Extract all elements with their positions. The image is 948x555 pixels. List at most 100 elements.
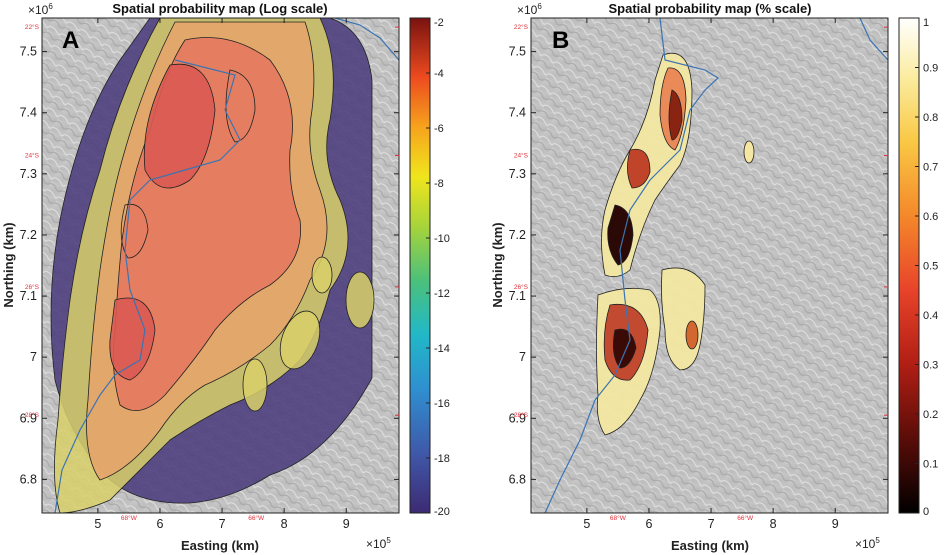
panel-b-border-line <box>544 18 719 513</box>
panel-b-blob-east-core <box>685 320 699 350</box>
panel-a: Spatial probability map (Log scale) A 6.… <box>1 1 450 553</box>
y-tick-label: 6.8 <box>509 472 526 486</box>
y-tick-label: 7.2 <box>20 228 37 242</box>
panel-a-title: Spatial probability map (Log scale) <box>112 1 327 16</box>
colorbar-tick-label: 0.3 <box>923 360 938 372</box>
latitude-label: 26°S <box>514 283 529 291</box>
panel-a-core-2 <box>109 297 156 381</box>
panel-a-y-axis: 6.8 6.9 7 7.1 7.2 7.3 7.4 7.5 <box>20 45 399 486</box>
longitude-label: 68°W <box>610 514 627 522</box>
panel-b-xlabel: Easting (km) <box>671 538 749 553</box>
panel-a-x-exponent: ×105 <box>366 536 391 551</box>
panel-a-x-axis: 5 6 7 8 9 <box>94 18 350 531</box>
colorbar-tick-label: -16 <box>434 398 450 410</box>
x-tick-label: 5 <box>94 517 101 531</box>
longitude-label: 68°W <box>121 514 138 522</box>
x-tick-label: 7 <box>219 517 226 531</box>
longitude-label: 66°W <box>248 514 265 522</box>
panel-a-core-4 <box>225 69 256 143</box>
colorbar-tick-label: 0 <box>923 506 929 518</box>
panel-b-x-axis: 5 6 7 8 9 <box>583 18 839 531</box>
panel-b-blob-mid-inner <box>627 148 651 189</box>
colorbar-tick-label: -4 <box>434 68 444 80</box>
x-tick-label: 6 <box>156 517 163 531</box>
panel-b-graticule-labels: 22°S 24°S 26°S 28°S 68°W 66°W <box>514 23 888 522</box>
panel-b-letter: B <box>552 27 569 54</box>
latitude-label: 22°S <box>25 23 40 31</box>
x-tick-label: 7 <box>708 517 715 531</box>
y-tick-label: 7.5 <box>20 45 37 59</box>
latitude-label: 28°S <box>514 411 529 419</box>
latitude-label: 22°S <box>514 23 529 31</box>
latitude-label: 28°S <box>25 411 40 419</box>
panel-a-satellite-3 <box>242 358 268 412</box>
panel-a-satellite-4 <box>345 271 375 329</box>
x-tick-label: 8 <box>770 517 777 531</box>
x-tick-label: 9 <box>832 517 839 531</box>
panel-a-satellite-2 <box>279 310 321 370</box>
y-tick-label: 6.8 <box>20 472 37 486</box>
panel-b-blob-north-core <box>668 89 683 141</box>
panel-a-satellite-1 <box>311 256 333 294</box>
panel-b-y-axis: 6.8 6.9 7 7.1 7.2 7.3 7.4 7.5 <box>509 45 888 486</box>
colorbar-tick-label: 0.6 <box>923 211 938 223</box>
panel-a-graticule-labels: 22°S 24°S 26°S 28°S 68°W 66°W <box>25 23 399 522</box>
y-tick-label: 7.1 <box>20 289 37 303</box>
colorbar-tick-label: -8 <box>434 178 444 190</box>
y-tick-label: 6.9 <box>509 411 526 425</box>
panel-b-border-line-2 <box>859 18 888 61</box>
colorbar-tick-label: 1 <box>923 17 929 29</box>
colorbar-tick-label: -14 <box>434 343 450 355</box>
colorbar-tick-label: 0.8 <box>923 112 938 124</box>
y-tick-label: 7.3 <box>20 167 37 181</box>
panel-b-colorbar-ticks: 1 0.9 0.8 0.7 0.6 0.5 0.4 0.3 0.2 0.1 0 <box>915 17 938 518</box>
y-tick-label: 6.9 <box>20 411 37 425</box>
colorbar-tick-label: -18 <box>434 453 450 465</box>
panel-b-ylabel: Northing (km) <box>490 222 505 307</box>
latitude-label: 26°S <box>25 283 40 291</box>
y-tick-label: 7.4 <box>20 106 37 120</box>
panel-b-title: Spatial probability map (% scale) <box>609 1 812 16</box>
panel-a-xlabel: Easting (km) <box>181 538 259 553</box>
colorbar-tick-label: 0.2 <box>923 409 938 421</box>
panel-a-colorbar-ticks: -2 -4 -6 -8 -10 -12 -14 -16 -18 -20 <box>426 17 450 518</box>
y-tick-label: 7.2 <box>509 228 526 242</box>
colorbar-tick-label: -2 <box>434 17 444 29</box>
colorbar-tick-label: -20 <box>434 506 450 518</box>
y-tick-label: 7.4 <box>509 106 526 120</box>
panel-b-blob-small <box>743 140 755 164</box>
colorbar-tick-label: 0.9 <box>923 63 938 75</box>
panel-a-letter: A <box>62 27 79 54</box>
panel-a-y-exponent: ×106 <box>28 2 53 17</box>
panel-b-map <box>531 18 888 513</box>
panel-a-core-3 <box>120 203 149 259</box>
panel-a-ylabel: Northing (km) <box>1 222 16 307</box>
x-tick-label: 8 <box>281 517 288 531</box>
x-tick-label: 9 <box>343 517 350 531</box>
y-tick-label: 7.5 <box>509 45 526 59</box>
y-tick-label: 7.1 <box>509 289 526 303</box>
colorbar-tick-label: 0.4 <box>923 310 938 322</box>
x-tick-label: 5 <box>583 517 590 531</box>
longitude-label: 66°W <box>737 514 754 522</box>
panel-b-hillshade <box>531 18 888 513</box>
x-tick-label: 6 <box>645 517 652 531</box>
colorbar-tick-label: -10 <box>434 233 450 245</box>
y-tick-label: 7.3 <box>509 167 526 181</box>
y-tick-label: 7 <box>519 350 526 364</box>
panel-a-map <box>42 18 399 513</box>
panel-b-frame <box>530 17 889 514</box>
colorbar-tick-label: 0.5 <box>923 261 938 273</box>
colorbar-tick-label: -12 <box>434 288 450 300</box>
latitude-label: 24°S <box>514 152 529 160</box>
panel-b: Spatial probability map (% scale) B 6.86… <box>490 1 938 553</box>
latitude-label: 24°S <box>25 152 40 160</box>
colorbar-tick-label: 0.7 <box>923 162 938 174</box>
panel-b-x-exponent: ×105 <box>855 536 880 551</box>
panel-a-frame <box>41 17 400 514</box>
panel-a-core-1 <box>143 63 216 189</box>
panel-a-border-line-2 <box>334 18 399 61</box>
colorbar-tick-label: 0.1 <box>923 459 938 471</box>
colorbar-tick-label: -6 <box>434 123 444 135</box>
